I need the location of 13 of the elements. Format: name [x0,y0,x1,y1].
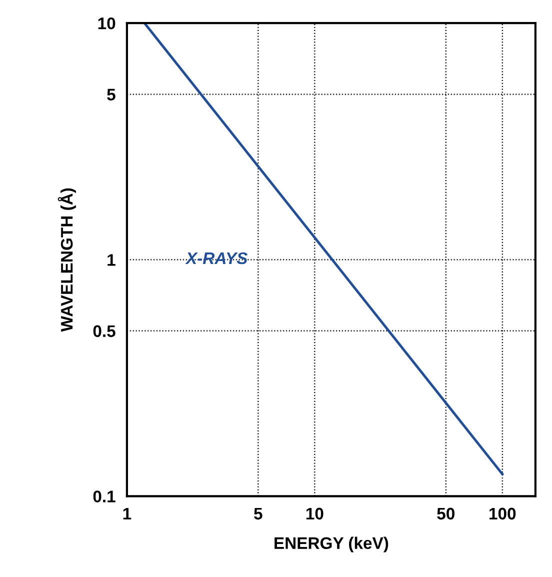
y-tick-label: 10 [98,17,116,30]
x-tick-label: 50 [437,508,454,520]
x-axis-title: ENERGY (keV) [274,536,388,552]
x-tick-label: 1 [123,508,132,520]
annotation: X-RAYS [185,252,248,264]
x-tick-label: 10 [306,508,324,520]
y-tick-label: 0.1 [93,490,116,502]
y-tick-label: 0.5 [93,325,116,338]
y-tick-label: 1 [108,254,116,266]
x-tick-label: 5 [254,508,262,520]
y-axis-title: WAVELENGTH (Å) [58,188,76,332]
x-tick-label: 100 [490,508,516,520]
y-tick-label: 5 [107,88,116,100]
